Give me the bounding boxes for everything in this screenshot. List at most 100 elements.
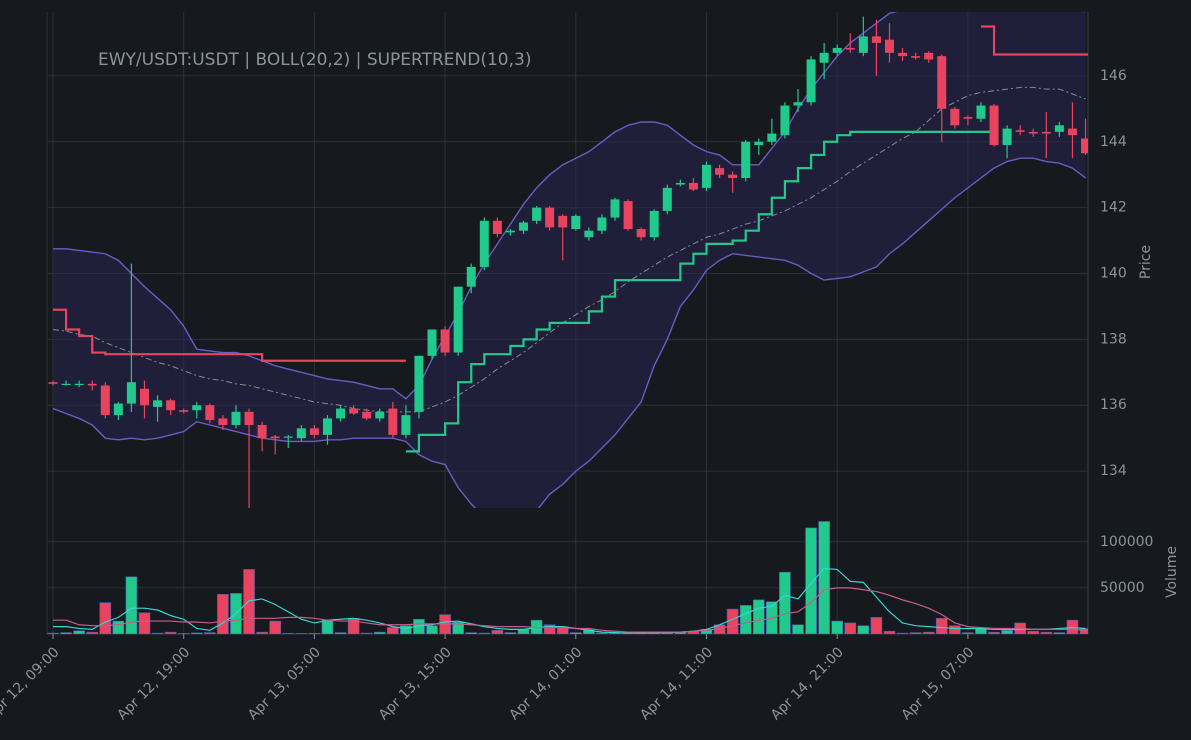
volume-bar [596,632,608,634]
candle-body [858,36,868,53]
volume-bar [282,633,295,634]
y-tick-label: 144 [1100,134,1127,150]
volume-bar [739,605,752,634]
candle-body [100,385,110,416]
candle-body [911,56,921,58]
candle-body [780,105,790,136]
volume-bar [491,630,504,634]
candle-body [48,382,58,384]
candle-body [950,108,960,126]
y-axis-label: Price [1138,245,1154,279]
candle-body [793,102,803,106]
candle-body [519,222,529,231]
volume-bar [217,594,229,634]
volume-bar [360,632,373,634]
candle-body [1081,138,1088,154]
y-tick-label: 142 [1100,200,1127,216]
volume-bar [269,620,281,634]
volume-bar [962,632,974,634]
supertrend-down [980,25,1088,56]
volume-bar [569,632,582,634]
candle-body [296,428,306,439]
y-tick-label: 146 [1100,68,1127,84]
volume-bar [387,627,399,634]
supertrend-down [53,308,406,362]
candle-body [597,217,607,231]
volume-pane [47,521,1088,634]
candle-body [492,220,502,234]
candle-body [806,59,816,103]
candle-body [728,174,738,178]
candle-body [610,199,620,218]
candle-body [623,201,633,230]
y-tick-label: 140 [1100,266,1127,282]
volume-bar [125,576,138,634]
volume-bar [949,625,961,634]
volume-bar [543,624,556,634]
candle-body [1041,131,1051,134]
volume-bar [47,632,59,634]
y-tick-label: 100000 [1100,534,1153,550]
volume-bar [883,630,896,634]
volume-bar [805,527,817,634]
volume-bar [73,630,85,634]
candle-body [558,215,568,228]
volume-bar [896,632,909,634]
candle-body [1067,128,1077,136]
volume-bar [922,631,935,634]
candle-body [113,403,123,416]
candle-body [937,56,947,109]
candle-body [1054,125,1064,132]
candle-body [688,182,698,190]
candle-body [702,164,711,188]
volume-bar [426,625,438,634]
candle-body [231,411,241,426]
candle-body [244,411,254,426]
candle-body [87,383,97,386]
candle-body [898,52,908,57]
candle-body [192,405,202,411]
candle-body [139,388,149,406]
candle-body [126,382,136,404]
volume-bar [86,631,99,634]
y-tick-label: 136 [1100,397,1127,413]
candle-body [270,436,280,439]
candle-body [257,425,267,439]
volume-bar [478,632,491,634]
candle-body [218,418,228,426]
volume-bar [1040,631,1053,634]
y-tick-label: 134 [1100,463,1127,479]
volume-bar [988,631,1000,634]
volume-average [53,587,1086,633]
price-pane [48,12,1088,508]
candle-body [466,266,476,287]
volume-bar [831,620,844,634]
y-axis-label: Volume [1164,546,1180,598]
candle-body [1028,131,1038,134]
candle-body [662,187,672,211]
candle-body [715,168,725,175]
candle-body [166,400,176,411]
volume-bar [308,632,321,634]
band-fill [53,12,1086,508]
volume-bar [204,632,216,634]
volume-bar [321,619,334,634]
bollinger-lower [52,157,1086,508]
volume-bar [1027,630,1040,634]
candle-body [336,408,346,419]
candle-body [1002,128,1012,146]
volume-bar [112,620,125,634]
volume-bar [779,571,791,634]
supertrend-up [405,130,995,453]
candle-body [545,207,555,228]
volume-bar [465,632,478,634]
volume-bar [818,521,830,634]
volume-bar [844,622,857,634]
candle-body [963,117,973,119]
candle-body [754,141,764,146]
candle-body [675,182,685,185]
volume-bar [295,633,308,634]
candle-body [427,329,437,356]
volume-bar [752,599,765,634]
volume-bar [151,632,164,634]
